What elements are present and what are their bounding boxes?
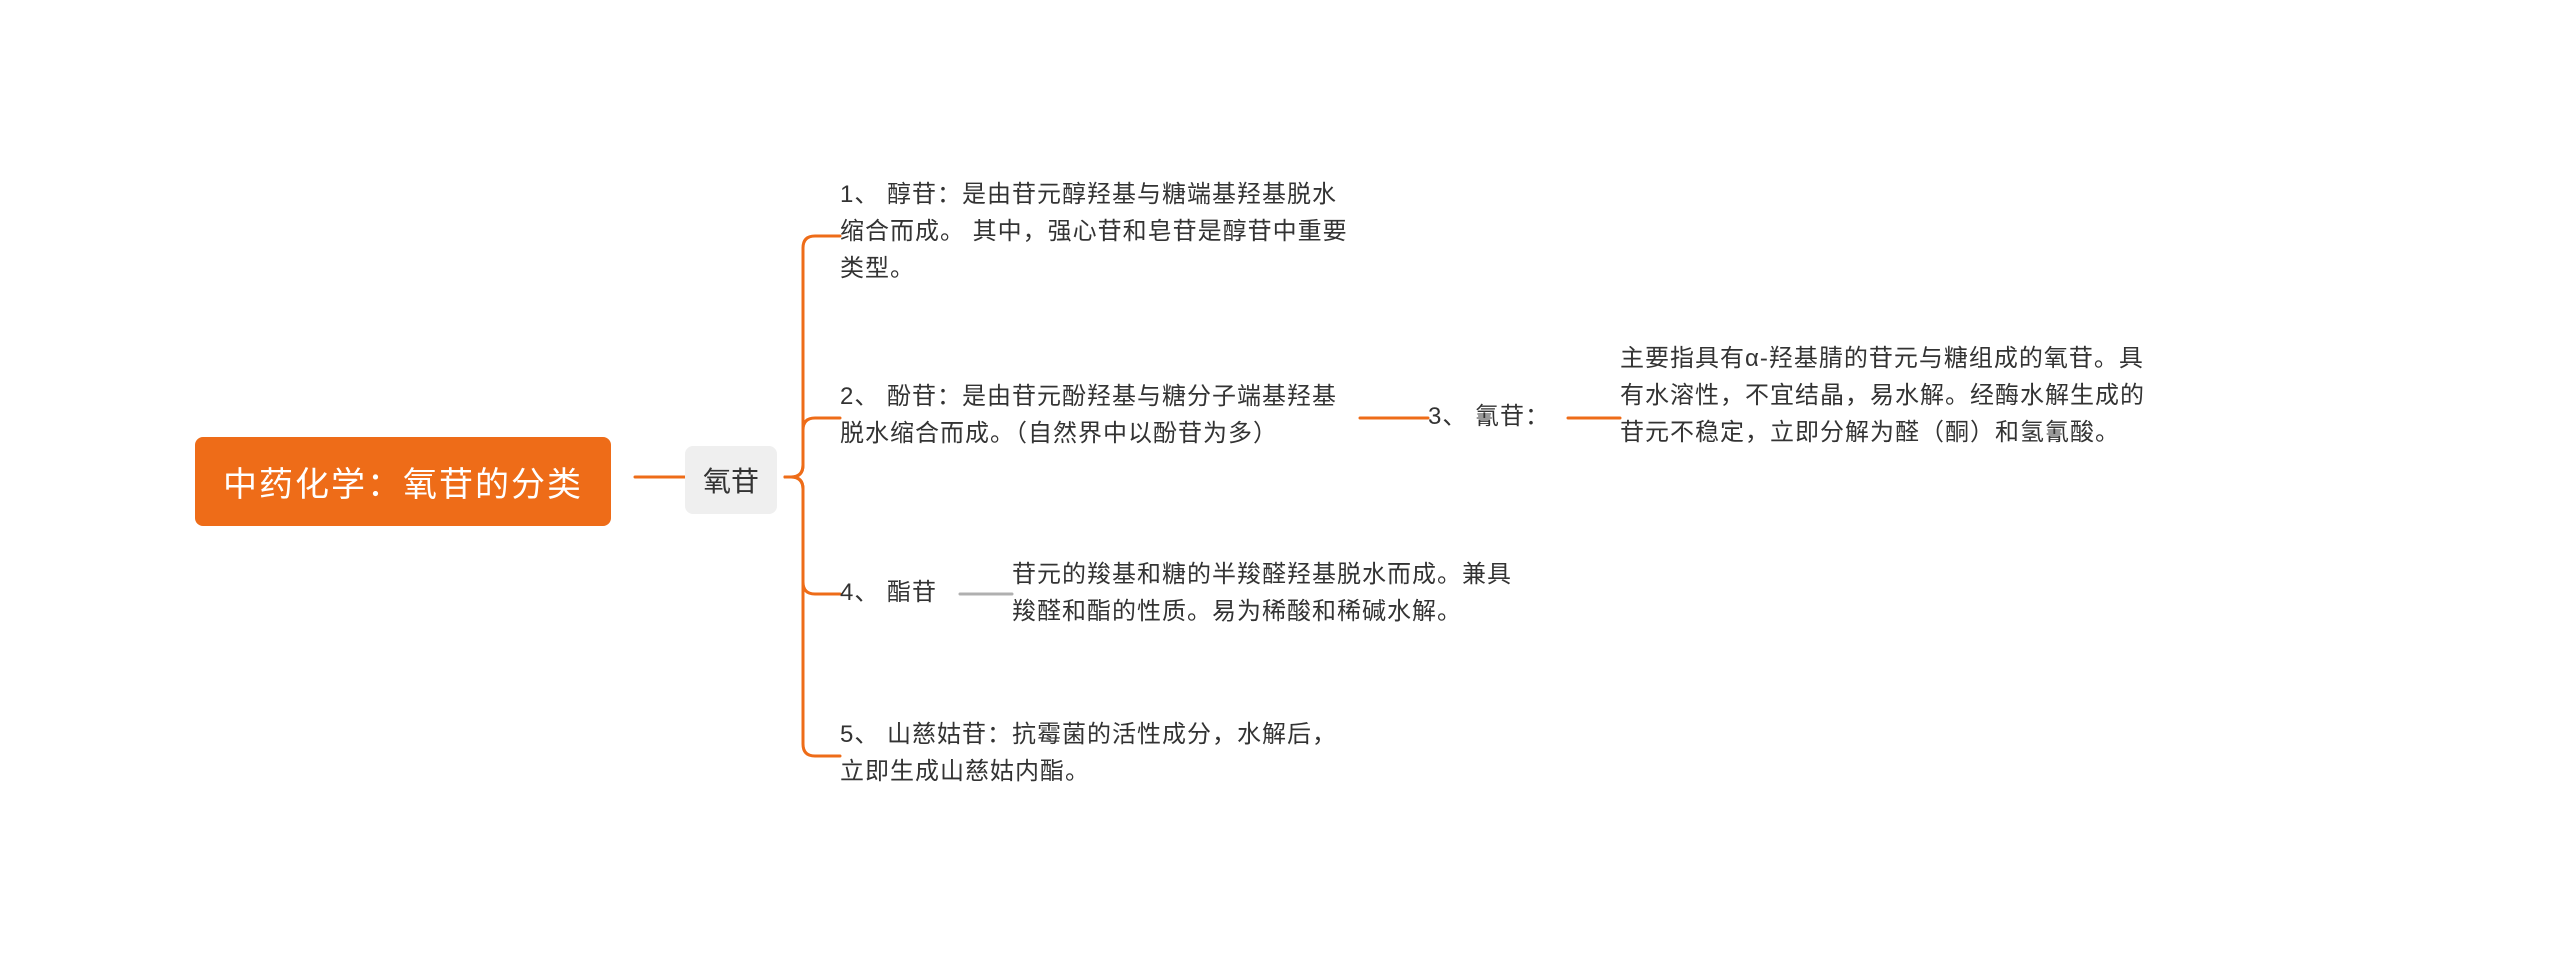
leaf-node-n1[interactable]: 1、 醇苷：是由苷元醇羟基与糖端基羟基脱水缩合而成。 其中，强心苷和皂苷是醇苷中… (840, 176, 1360, 288)
connector (785, 477, 840, 756)
leaf-text: 苷元的羧基和糖的半羧醛羟基脱水而成。兼具羧醛和酯的性质。易为稀酸和稀碱水解。 (1012, 561, 1512, 625)
root-node[interactable]: 中药化学：氧苷的分类 (195, 437, 611, 526)
leaf-text: 4、 酯苷 (840, 579, 937, 606)
leaf-node-n2[interactable]: 2、 酚苷：是由苷元酚羟基与糖分子端基羟基脱水缩合而成。（自然界中以酚苷为多） (840, 378, 1360, 452)
connector (785, 418, 840, 477)
root-label: 中药化学：氧苷的分类 (223, 466, 583, 504)
leaf-text: 2、 酚苷：是由苷元酚羟基与糖分子端基羟基脱水缩合而成。（自然界中以酚苷为多） (840, 383, 1337, 447)
leaf-text: 1、 醇苷：是由苷元醇羟基与糖端基羟基脱水缩合而成。 其中，强心苷和皂苷是醇苷中… (840, 181, 1348, 282)
leaf-text: 3、 氰苷： (1428, 403, 1550, 430)
leaf-text: 5、 山慈姑苷：抗霉菌的活性成分，水解后，立即生成山慈姑内酯。 (840, 721, 1337, 785)
leaf-text: 主要指具有α-羟基腈的苷元与糖组成的氧苷。具有水溶性，不宜结晶，易水解。经酶水解… (1620, 345, 2145, 446)
leaf-node-n4[interactable]: 4、 酯苷 (840, 574, 960, 611)
level1-label: 氧苷 (703, 466, 759, 497)
leaf-node-n4b[interactable]: 苷元的羧基和糖的半羧醛羟基脱水而成。兼具羧醛和酯的性质。易为稀酸和稀碱水解。 (1012, 556, 1532, 630)
connector (785, 236, 840, 477)
leaf-node-n3[interactable]: 3、 氰苷： (1428, 398, 1568, 435)
connector (785, 477, 840, 594)
leaf-node-n5[interactable]: 5、 山慈姑苷：抗霉菌的活性成分，水解后，立即生成山慈姑内酯。 (840, 716, 1360, 790)
level1-node[interactable]: 氧苷 (685, 446, 777, 514)
leaf-node-n3b[interactable]: 主要指具有α-羟基腈的苷元与糖组成的氧苷。具有水溶性，不宜结晶，易水解。经酶水解… (1620, 340, 2160, 452)
